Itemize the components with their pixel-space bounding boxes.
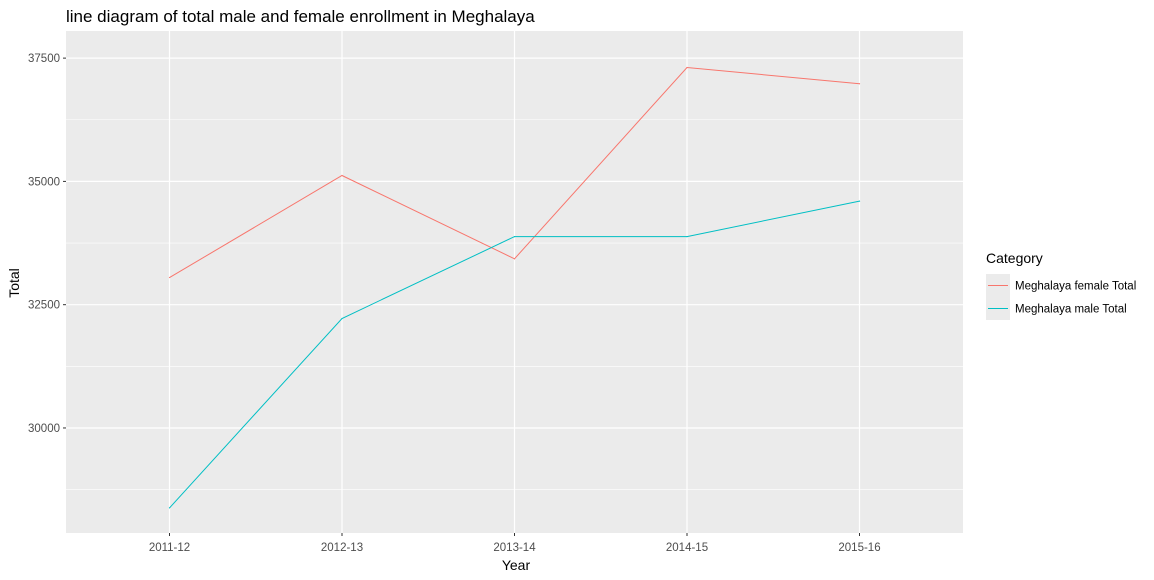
- x-axis: 2011-12 2012-13 2013-14 2014-15 2015-16: [149, 533, 881, 554]
- chart-title: line diagram of total male and female en…: [66, 7, 535, 26]
- legend-label: Meghalaya female Total: [1015, 281, 1136, 293]
- grid-major: [66, 31, 963, 533]
- legend-title: Category: [986, 250, 1043, 266]
- x-tick-label: 2014-15: [666, 542, 708, 554]
- series-1-point: [513, 236, 516, 238]
- series-0-point: [858, 83, 861, 85]
- series-1-point: [341, 317, 343, 320]
- y-tick-label: 37500: [28, 53, 60, 65]
- y-tick-label: 35000: [28, 176, 60, 188]
- series-1-point: [858, 200, 861, 202]
- y-tick-label: 32500: [28, 300, 60, 312]
- series-1-point: [686, 236, 688, 238]
- x-tick-label: 2012-13: [321, 542, 363, 554]
- x-tick-label: 2013-14: [493, 542, 536, 554]
- y-tick-label: 30000: [28, 423, 60, 435]
- series-0-point: [168, 276, 171, 279]
- y-axis: 30000 32500 35000 37500: [28, 53, 66, 435]
- legend: Category Meghalaya female Total Meghalaya…: [986, 250, 1136, 320]
- series-0-point: [513, 258, 516, 260]
- x-tick-label: 2015-16: [838, 542, 880, 554]
- series-1-point: [168, 507, 171, 509]
- x-tick-label: 2011-12: [149, 542, 190, 554]
- x-axis-title: Year: [502, 557, 531, 573]
- y-axis-title: Total: [6, 268, 22, 298]
- series-lines: [168, 66, 861, 509]
- legend-label: Meghalaya male Total: [1015, 304, 1127, 316]
- series-0-point: [341, 174, 343, 177]
- series-0-point: [686, 66, 688, 69]
